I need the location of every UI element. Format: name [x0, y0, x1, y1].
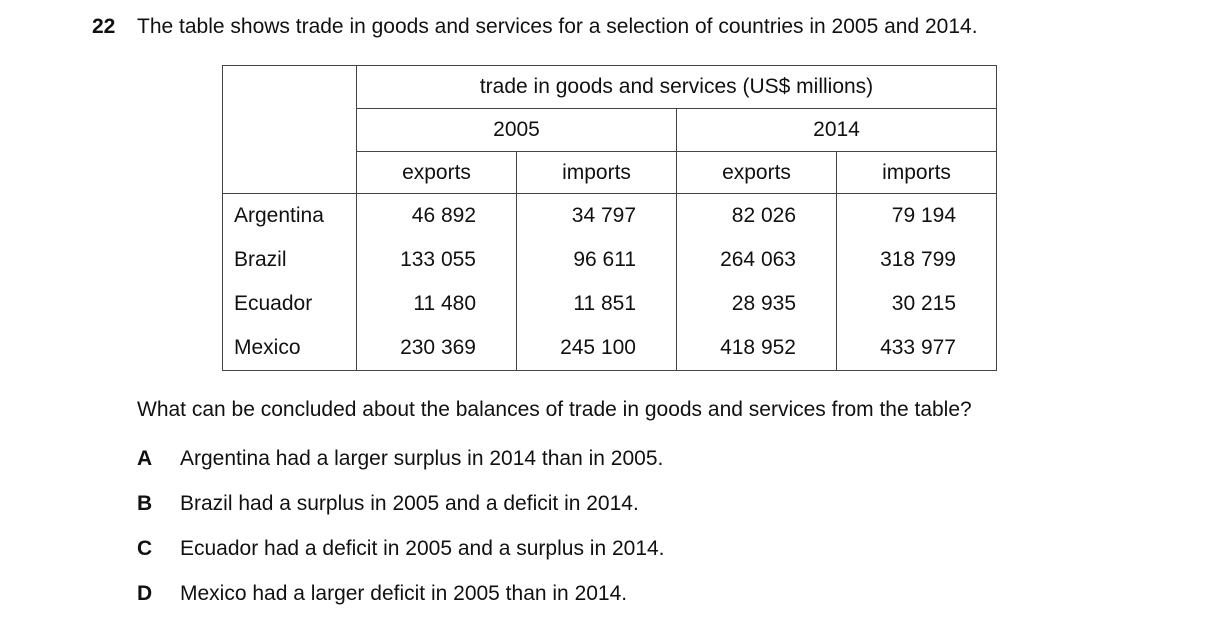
country-cell: Ecuador	[222, 282, 357, 326]
option-text: Argentina had a larger surplus in 2014 t…	[180, 447, 664, 470]
country-cell: Mexico	[222, 326, 357, 371]
option-text: Ecuador had a deficit in 2005 and a surp…	[180, 537, 665, 560]
option-text: Mexico had a larger deficit in 2005 than…	[180, 582, 628, 605]
value-cell: 318 799	[836, 238, 997, 282]
value-cell: 433 977	[836, 326, 997, 371]
value-cell: 11 480	[356, 282, 517, 326]
value-cell: 133 055	[356, 238, 517, 282]
year-header: 2014	[676, 108, 997, 152]
group-header: trade in goods and services (US$ million…	[356, 65, 997, 109]
column-header: imports	[836, 151, 997, 194]
value-cell: 28 935	[676, 282, 837, 326]
value-cell: 264 063	[676, 238, 837, 282]
value-cell: 11 851	[516, 282, 677, 326]
year-header: 2005	[356, 108, 677, 152]
option-letter: B	[137, 492, 153, 515]
value-cell: 34 797	[516, 193, 677, 238]
country-cell: Argentina	[222, 193, 357, 238]
data-row: Brazil 133 055 96 611 264 063 318 799	[222, 238, 997, 282]
option-letter: D	[137, 582, 153, 605]
question-text: The table shows trade in goods and servi…	[137, 15, 978, 38]
question-number: 22	[92, 15, 116, 38]
data-row: Mexico 230 369 245 100 418 952 433 977	[222, 326, 997, 371]
prompt: What can be concluded about the balances…	[137, 398, 972, 421]
option-text: Brazil had a surplus in 2005 and a defic…	[180, 492, 639, 515]
value-cell: 230 369	[356, 326, 517, 371]
value-cell: 46 892	[356, 193, 517, 238]
trade-table: trade in goods and services (US$ million…	[222, 65, 997, 371]
column-header: imports	[516, 151, 677, 194]
value-cell: 30 215	[836, 282, 997, 326]
option-letter: A	[137, 447, 153, 470]
corner-cell	[222, 65, 357, 194]
value-cell: 79 194	[836, 193, 997, 238]
column-header: exports	[356, 151, 517, 194]
value-cell: 96 611	[516, 238, 677, 282]
country-cell: Brazil	[222, 238, 357, 282]
header-row: 2005 2014	[223, 108, 997, 152]
column-header: exports	[676, 151, 837, 194]
value-cell: 245 100	[516, 326, 677, 371]
header-row: trade in goods and services (US$ million…	[222, 65, 997, 194]
header-row: exports imports exports imports	[223, 151, 997, 194]
value-cell: 418 952	[676, 326, 837, 371]
data-row: Ecuador 11 480 11 851 28 935 30 215	[222, 282, 997, 326]
option-letter: C	[137, 537, 153, 560]
data-row: Argentina 46 892 34 797 82 026 79 194	[222, 193, 997, 238]
value-cell: 82 026	[676, 193, 837, 238]
